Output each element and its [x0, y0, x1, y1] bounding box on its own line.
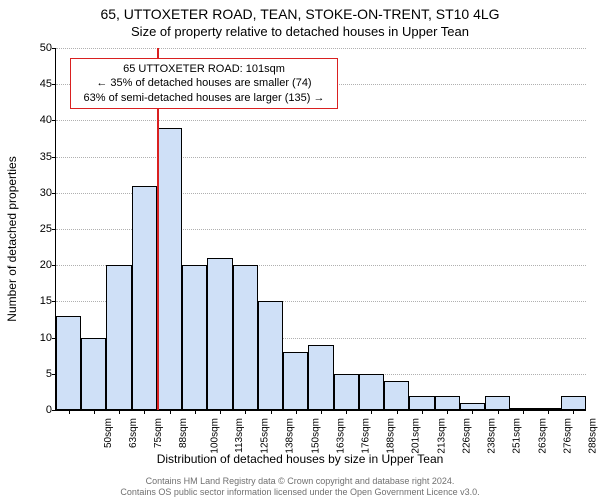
xtick-label: 226sqm — [462, 418, 473, 454]
annotation-box: 65 UTTOXETER ROAD: 101sqm ← 35% of detac… — [70, 58, 338, 109]
ytick-mark — [52, 265, 56, 266]
y-axis-label: Number of detached properties — [5, 139, 19, 339]
xtick-label: 88sqm — [178, 418, 189, 448]
ytick-label: 10 — [26, 332, 52, 344]
footer-attribution: Contains HM Land Registry data © Crown c… — [0, 476, 600, 498]
histogram-bar — [81, 338, 106, 410]
ytick-mark — [52, 229, 56, 230]
histogram-bar — [182, 265, 207, 410]
annotation-line2: ← 35% of detached houses are smaller (74… — [77, 76, 331, 90]
histogram-bar — [106, 265, 131, 410]
xtick-label: 276sqm — [562, 418, 573, 454]
histogram-bar — [485, 396, 510, 410]
ytick-mark — [52, 301, 56, 302]
xtick-label: 176sqm — [361, 418, 372, 454]
annotation-line3: 63% of semi-detached houses are larger (… — [77, 91, 331, 105]
xtick-mark — [271, 410, 272, 414]
xtick-mark — [346, 410, 347, 414]
xtick-mark — [573, 410, 574, 414]
xtick-mark — [144, 410, 145, 414]
xtick-label: 163sqm — [335, 418, 346, 454]
xtick-label: 63sqm — [128, 418, 139, 448]
xtick-label: 238sqm — [487, 418, 498, 454]
xtick-mark — [170, 410, 171, 414]
xtick-mark — [195, 410, 196, 414]
ytick-label: 40 — [26, 114, 52, 126]
ytick-mark — [52, 157, 56, 158]
ytick-label: 45 — [26, 78, 52, 90]
gridline-h — [56, 157, 586, 158]
y-axis-label-container: Number of detached properties — [0, 0, 20, 500]
x-axis-label: Distribution of detached houses by size … — [0, 452, 600, 466]
ytick-label: 15 — [26, 295, 52, 307]
xtick-label: 213sqm — [436, 418, 447, 454]
xtick-label: 100sqm — [209, 418, 220, 454]
xtick-mark — [371, 410, 372, 414]
xtick-mark — [422, 410, 423, 414]
ytick-label: 30 — [26, 187, 52, 199]
histogram-bar — [132, 186, 157, 410]
histogram-bar — [233, 265, 258, 410]
xtick-label: 201sqm — [411, 418, 422, 454]
xtick-mark — [498, 410, 499, 414]
gridline-h — [56, 120, 586, 121]
ytick-mark — [52, 410, 56, 411]
annotation-line1: 65 UTTOXETER ROAD: 101sqm — [77, 62, 331, 76]
footer-line1: Contains HM Land Registry data © Crown c… — [0, 476, 600, 487]
xtick-mark — [94, 410, 95, 414]
xtick-label: 113sqm — [234, 418, 245, 453]
xtick-mark — [296, 410, 297, 414]
ytick-label: 50 — [26, 42, 52, 54]
histogram-bar — [334, 374, 359, 410]
histogram-bar — [384, 381, 409, 410]
ytick-label: 25 — [26, 223, 52, 235]
xtick-mark — [245, 410, 246, 414]
footer-line2: Contains OS public sector information li… — [0, 487, 600, 498]
xtick-mark — [472, 410, 473, 414]
histogram-bar — [435, 396, 460, 410]
histogram-bar — [157, 128, 182, 410]
ytick-label: 20 — [26, 259, 52, 271]
xtick-mark — [447, 410, 448, 414]
histogram-bar — [359, 374, 384, 410]
xtick-mark — [220, 410, 221, 414]
chart-title-line1: 65, UTTOXETER ROAD, TEAN, STOKE-ON-TRENT… — [0, 6, 600, 22]
xtick-mark — [397, 410, 398, 414]
histogram-bar — [258, 301, 283, 410]
gridline-h — [56, 48, 586, 49]
xtick-mark — [548, 410, 549, 414]
xtick-label: 125sqm — [260, 418, 271, 454]
xtick-label: 138sqm — [285, 418, 296, 454]
histogram-bar — [207, 258, 232, 410]
xtick-label: 50sqm — [103, 418, 114, 448]
histogram-bar — [308, 345, 333, 410]
xtick-mark — [119, 410, 120, 414]
xtick-label: 150sqm — [310, 418, 321, 454]
xtick-label: 75sqm — [153, 418, 164, 448]
ytick-mark — [52, 48, 56, 49]
xtick-label: 263sqm — [537, 418, 548, 454]
plot-area: 0510152025303540455050sqm63sqm75sqm88sqm… — [55, 48, 586, 411]
histogram-bar — [561, 396, 586, 410]
xtick-label: 188sqm — [386, 418, 397, 454]
xtick-mark — [69, 410, 70, 414]
ytick-label: 5 — [26, 368, 52, 380]
ytick-mark — [52, 193, 56, 194]
chart-title-line2: Size of property relative to detached ho… — [0, 24, 600, 39]
xtick-mark — [321, 410, 322, 414]
histogram-bar — [283, 352, 308, 410]
histogram-bar — [409, 396, 434, 410]
ytick-label: 35 — [26, 151, 52, 163]
ytick-mark — [52, 120, 56, 121]
xtick-label: 251sqm — [512, 418, 523, 454]
ytick-mark — [52, 84, 56, 85]
ytick-label: 0 — [26, 404, 52, 416]
chart-root: 65, UTTOXETER ROAD, TEAN, STOKE-ON-TRENT… — [0, 0, 600, 500]
xtick-mark — [523, 410, 524, 414]
histogram-bar — [56, 316, 81, 410]
histogram-bar — [460, 403, 485, 410]
xtick-label: 288sqm — [588, 418, 599, 454]
